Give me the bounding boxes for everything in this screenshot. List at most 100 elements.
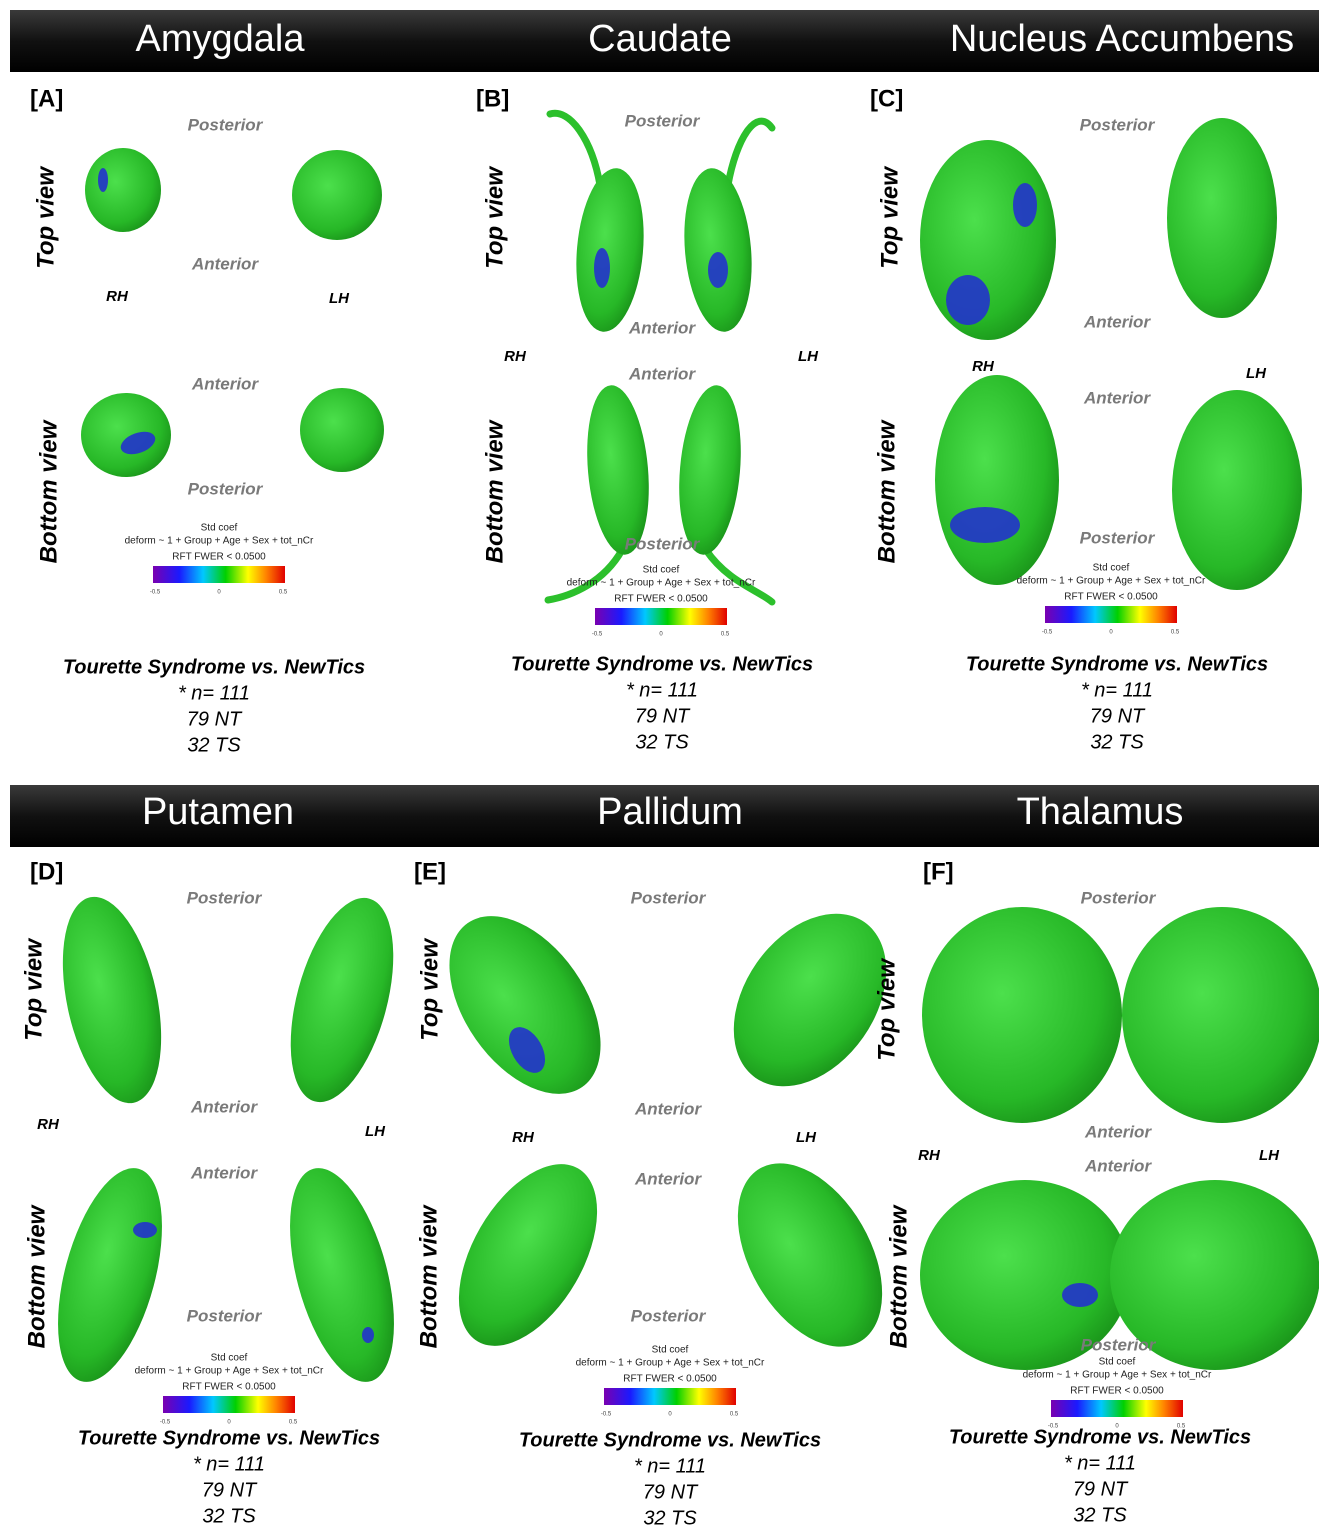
colorbar-tick: 0 <box>668 1412 672 1418</box>
structure-tail <box>550 113 600 185</box>
colorbar-threshold: RFT FWER < 0.0500 <box>1064 592 1158 603</box>
colorbar-tick: 0.5 <box>730 1412 739 1418</box>
structure-tail <box>728 121 772 185</box>
caption-line: 32 TS <box>1073 1504 1127 1526</box>
colorbar-model: deform ~ 1 + Group + Age + Sex + tot_nCr <box>1023 1370 1212 1381</box>
colorbar-threshold: RFT FWER < 0.0500 <box>172 552 266 563</box>
structure-surface <box>708 1138 912 1371</box>
structure-surface <box>38 1157 182 1393</box>
colorbar-model: deform ~ 1 + Group + Age + Sex + tot_nCr <box>135 1366 324 1377</box>
direction-label: Posterior <box>625 534 701 553</box>
colorbar-threshold: RFT FWER < 0.0500 <box>623 1374 717 1385</box>
hemisphere-label: RH <box>972 358 995 375</box>
structure-surface <box>1172 390 1302 590</box>
view-label: Top view <box>20 938 47 1041</box>
hemisphere-label: LH <box>1259 1147 1280 1164</box>
caption-line: Tourette Syndrome vs. NewTics <box>949 1426 1251 1448</box>
caption-line: Tourette Syndrome vs. NewTics <box>63 656 365 678</box>
hemisphere-label: RH <box>37 1116 60 1133</box>
header-title: Putamen <box>142 791 294 833</box>
colorbar-threshold: RFT FWER < 0.0500 <box>182 1382 276 1393</box>
direction-label: Anterior <box>1084 1122 1153 1141</box>
panel-label: [C] <box>870 85 903 112</box>
panel-label: [A] <box>30 85 63 112</box>
significance-patch <box>708 252 728 288</box>
colorbar-tick: 0 <box>217 590 221 596</box>
header-title: Pallidum <box>597 791 743 833</box>
significance-patch <box>133 1222 157 1238</box>
view-label: Bottom view <box>873 419 900 563</box>
structure-surface <box>85 148 161 232</box>
caption-line: * n= 111 <box>193 1453 265 1475</box>
caption-line: * n= 111 <box>178 682 250 704</box>
hemisphere-label: LH <box>796 1129 817 1146</box>
structure-surface <box>81 393 171 477</box>
direction-label: Anterior <box>1083 312 1152 331</box>
header-title: Nucleus Accumbens <box>950 18 1294 60</box>
hemisphere-label: LH <box>1246 365 1267 382</box>
colorbar-threshold: RFT FWER < 0.0500 <box>614 594 708 605</box>
structure-surface <box>300 388 384 472</box>
view-label: Top view <box>876 166 903 269</box>
structure-surface <box>271 887 412 1113</box>
view-label: Bottom view <box>415 1204 442 1348</box>
view-label: Top view <box>32 166 59 269</box>
significance-patch <box>1062 1283 1098 1307</box>
caption-line: * n= 111 <box>1064 1452 1136 1474</box>
colorbar-model: deform ~ 1 + Group + Age + Sex + tot_nCr <box>576 1358 765 1369</box>
colorbar-tick: -0.5 <box>150 590 161 596</box>
caption-line: Tourette Syndrome vs. NewTics <box>78 1427 380 1449</box>
direction-label: Anterior <box>190 1163 259 1182</box>
colorbar-title: Std coef <box>643 565 680 576</box>
colorbar-model: deform ~ 1 + Group + Age + Sex + tot_nCr <box>125 536 314 547</box>
colorbar <box>604 1388 736 1405</box>
direction-label: Posterior <box>631 1306 707 1325</box>
structure-surface <box>418 889 631 1122</box>
panel-label: [F] <box>923 858 954 885</box>
view-label: Top view <box>481 166 508 269</box>
structure-surface <box>678 165 758 334</box>
colorbar-title: Std coef <box>211 1353 248 1364</box>
direction-label: Posterior <box>1081 1335 1157 1354</box>
colorbar-tick: 0 <box>659 632 663 638</box>
colorbar-tick: 0 <box>1109 630 1113 636</box>
colorbar-tick: 0 <box>227 1420 231 1426</box>
direction-label: Anterior <box>628 364 697 383</box>
direction-label: Posterior <box>188 479 264 498</box>
colorbar-tick: 0.5 <box>1171 630 1180 636</box>
view-label: Top view <box>416 938 443 1041</box>
direction-label: Posterior <box>1081 888 1157 907</box>
structure-surface <box>581 383 656 558</box>
significance-patch <box>98 168 108 192</box>
caption-line: Tourette Syndrome vs. NewTics <box>966 653 1268 675</box>
significance-patch <box>594 248 610 288</box>
panel-label: [B] <box>476 85 509 112</box>
direction-label: Posterior <box>187 888 263 907</box>
colorbar-threshold: RFT FWER < 0.0500 <box>1070 1386 1164 1397</box>
caption-line: 79 NT <box>1073 1478 1129 1500</box>
direction-label: Anterior <box>191 254 260 273</box>
caption-line: 32 TS <box>187 734 241 756</box>
figure: Amygdala Caudate Nucleus Accumbens Putam… <box>0 0 1319 1532</box>
structure-surface <box>673 383 748 558</box>
view-label: Bottom view <box>481 419 508 563</box>
colorbar <box>1051 1400 1183 1417</box>
structure-surface <box>935 375 1059 585</box>
significance-patch <box>1013 183 1037 227</box>
header-title: Thalamus <box>1017 791 1184 833</box>
caption-line: Tourette Syndrome vs. NewTics <box>511 653 813 675</box>
structure-surface <box>922 907 1122 1123</box>
hemisphere-label: LH <box>798 348 819 365</box>
hemisphere-label: RH <box>106 288 129 305</box>
hemisphere-label: RH <box>918 1147 941 1164</box>
structure-surface <box>570 165 650 334</box>
direction-label: Posterior <box>625 111 701 130</box>
colorbar <box>595 608 727 625</box>
view-label: Top view <box>873 958 900 1061</box>
caption-line: 32 TS <box>643 1507 697 1529</box>
caption-line: 32 TS <box>1090 731 1144 753</box>
caption-line: 32 TS <box>635 731 689 753</box>
structure-surface <box>1167 118 1277 318</box>
hemisphere-label: LH <box>329 290 350 307</box>
direction-label: Anterior <box>628 318 697 337</box>
